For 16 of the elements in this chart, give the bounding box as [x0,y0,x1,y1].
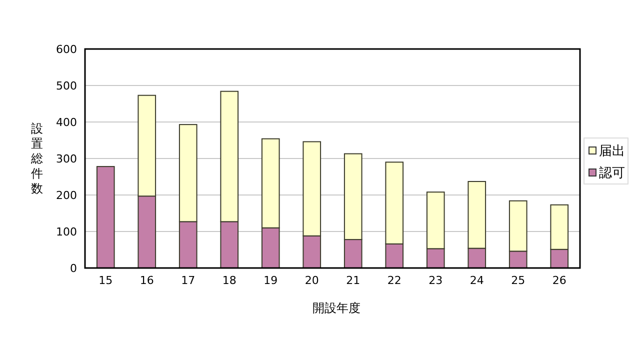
x-tick-label: 20 [304,274,319,287]
x-tick-label: 15 [98,274,113,287]
x-tick-label: 21 [346,274,360,287]
x-tick-label: 26 [552,274,566,287]
x-tick-label: 17 [181,274,196,287]
legend-label: 認可 [599,166,625,181]
x-tick-label: 24 [470,274,484,287]
x-tick-label: 18 [222,274,236,287]
x-tick-label: 25 [511,274,526,287]
x-tick-label: 23 [428,274,443,287]
x-tick-label: 19 [264,274,278,287]
y-axis-title: 設置総件数 [30,122,43,196]
legend-label: 届出 [599,144,625,159]
x-tick-label: 22 [387,274,402,287]
x-axis-title: 開設年度 [312,301,360,315]
x-tick-label: 16 [140,274,154,287]
